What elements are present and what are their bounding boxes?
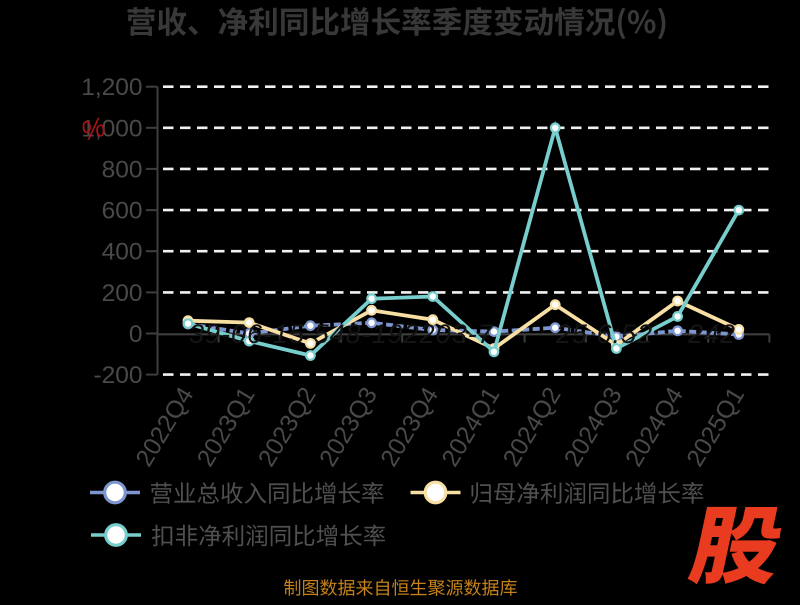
svg-text:1,200: 1,200	[81, 74, 142, 101]
svg-text:39-06-15 548-192203-7: 39-06-15 548-192203-7	[189, 319, 494, 349]
svg-text:0: 0	[129, 321, 143, 348]
svg-text:25 6:52: 25 6:52	[555, 319, 653, 349]
svg-text:400: 400	[102, 239, 143, 266]
svg-text:600: 600	[102, 198, 143, 225]
svg-text:800: 800	[102, 156, 143, 183]
svg-text:242: 242	[687, 319, 736, 349]
svg-text:200: 200	[102, 280, 143, 307]
svg-text:1,000: 1,000	[81, 115, 142, 142]
svg-text:-200: -200	[93, 362, 142, 389]
